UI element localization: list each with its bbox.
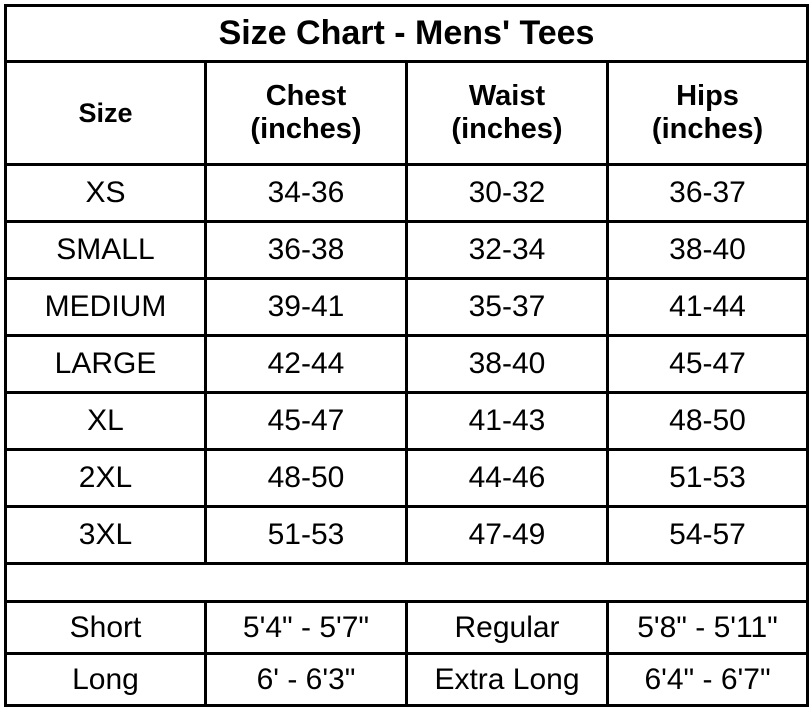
cell-length-range-short: 5'4" - 5'7" — [204, 600, 408, 655]
table-row: 2XL 48-50 44-46 51-53 — [4, 448, 810, 508]
size-chart-container: Size Chart - Mens' Tees Size Chest (inch… — [3, 4, 810, 707]
column-header-hips: Hips (inches) — [605, 60, 810, 166]
cell-chest: 36-38 — [204, 220, 408, 280]
cell-waist: 38-40 — [405, 334, 609, 394]
table-row: 3XL 51-53 47-49 54-57 — [4, 505, 810, 565]
column-header-chest: Chest (inches) — [204, 60, 408, 166]
table-row: SMALL 36-38 32-34 38-40 — [4, 220, 810, 280]
cell-size: MEDIUM — [4, 277, 207, 337]
size-chart-table: Size Chart - Mens' Tees Size Chest (inch… — [3, 4, 810, 707]
column-header-hips-line1: Hips — [676, 79, 739, 112]
table-row: XL 45-47 41-43 48-50 — [4, 391, 810, 451]
header-row: Size Chest (inches) Waist (inches) Hips … — [4, 60, 810, 166]
cell-length-label-extra-long: Extra Long — [405, 652, 609, 707]
cell-chest: 51-53 — [204, 505, 408, 565]
cell-chest: 45-47 — [204, 391, 408, 451]
table-row: LARGE 42-44 38-40 45-47 — [4, 334, 810, 394]
table-row: MEDIUM 39-41 35-37 41-44 — [4, 277, 810, 337]
column-header-size: Size — [4, 60, 207, 166]
cell-size: 2XL — [4, 448, 207, 508]
column-header-chest-line1: Chest — [265, 79, 347, 112]
cell-length-label-short: Short — [4, 600, 207, 655]
cell-waist: 47-49 — [405, 505, 609, 565]
cell-hips: 36-37 — [605, 163, 810, 223]
cell-hips: 38-40 — [605, 220, 810, 280]
cell-length-range-regular: 5'8" - 5'11" — [605, 600, 810, 655]
cell-length-range-extra-long: 6'4" - 6'7" — [605, 652, 810, 707]
cell-size: XS — [4, 163, 207, 223]
column-header-chest-line2: (inches) — [250, 113, 362, 145]
cell-hips: 41-44 — [605, 277, 810, 337]
cell-size: XL — [4, 391, 207, 451]
cell-waist: 35-37 — [405, 277, 609, 337]
cell-chest: 48-50 — [204, 448, 408, 508]
cell-size: SMALL — [4, 220, 207, 280]
cell-length-label-long: Long — [4, 652, 207, 707]
cell-hips: 48-50 — [605, 391, 810, 451]
spacer-row — [3, 562, 810, 603]
cell-chest: 34-36 — [204, 163, 408, 223]
column-header-waist-line2: (inches) — [451, 113, 563, 145]
cell-hips: 54-57 — [605, 505, 810, 565]
table-row: XS 34-36 30-32 36-37 — [4, 163, 810, 223]
cell-waist: 32-34 — [405, 220, 609, 280]
cell-hips: 51-53 — [605, 448, 810, 508]
length-row: Long 6' - 6'3" Extra Long 6'4" - 6'7" — [4, 652, 810, 707]
cell-hips: 45-47 — [605, 334, 810, 394]
cell-chest: 42-44 — [204, 334, 408, 394]
chart-title: Size Chart - Mens' Tees — [3, 4, 810, 63]
length-row: Short 5'4" - 5'7" Regular 5'8" - 5'11" — [4, 600, 810, 655]
cell-size: LARGE — [4, 334, 207, 394]
column-header-waist-line1: Waist — [468, 79, 546, 112]
cell-size: 3XL — [4, 505, 207, 565]
spacer-cell — [3, 562, 810, 603]
cell-waist: 44-46 — [405, 448, 609, 508]
column-header-size-line1: Size — [78, 97, 133, 128]
cell-waist: 41-43 — [405, 391, 609, 451]
cell-length-range-long: 6' - 6'3" — [204, 652, 408, 707]
cell-waist: 30-32 — [405, 163, 609, 223]
cell-length-label-regular: Regular — [405, 600, 609, 655]
column-header-waist: Waist (inches) — [405, 60, 609, 166]
cell-chest: 39-41 — [204, 277, 408, 337]
column-header-hips-line2: (inches) — [651, 113, 764, 145]
title-row: Size Chart - Mens' Tees — [3, 4, 810, 63]
